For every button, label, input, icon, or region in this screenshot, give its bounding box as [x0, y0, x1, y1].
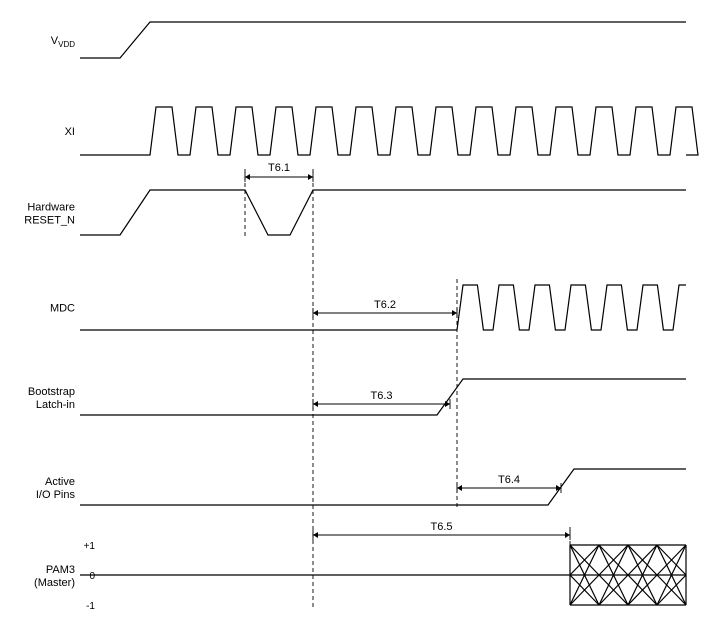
label-xi: XI: [65, 126, 75, 138]
wave-active: [80, 469, 686, 505]
timing-t62: T6.2: [374, 299, 396, 311]
label-bootstrap-2: Latch-in: [36, 399, 75, 411]
label-pam3-1: PAM3: [46, 564, 75, 576]
timing-t63: T6.3: [370, 390, 392, 402]
label-pam3-2: (Master): [34, 577, 75, 589]
timing-t65: T6.5: [430, 521, 452, 533]
label-active-1: Active: [45, 476, 75, 488]
label-active-2: I/O Pins: [36, 489, 76, 501]
pam3-level-plus: +1: [84, 541, 96, 552]
wave-vvdd: [80, 22, 686, 58]
pam3-level-zero: 0: [89, 571, 95, 582]
label-bootstrap-1: Bootstrap: [28, 386, 75, 398]
timing-t64: T6.4: [498, 474, 520, 486]
timing-t61: T6.1: [268, 162, 290, 174]
wave-reset: [80, 190, 686, 235]
label-vvdd: VVDD: [51, 35, 75, 49]
label-mdc: MDC: [50, 303, 75, 315]
label-reset-2: RESET_N: [24, 215, 75, 227]
label-reset-1: Hardware: [27, 202, 75, 214]
pam3-level-minus: -1: [86, 601, 95, 612]
wave-xi: [80, 107, 698, 155]
